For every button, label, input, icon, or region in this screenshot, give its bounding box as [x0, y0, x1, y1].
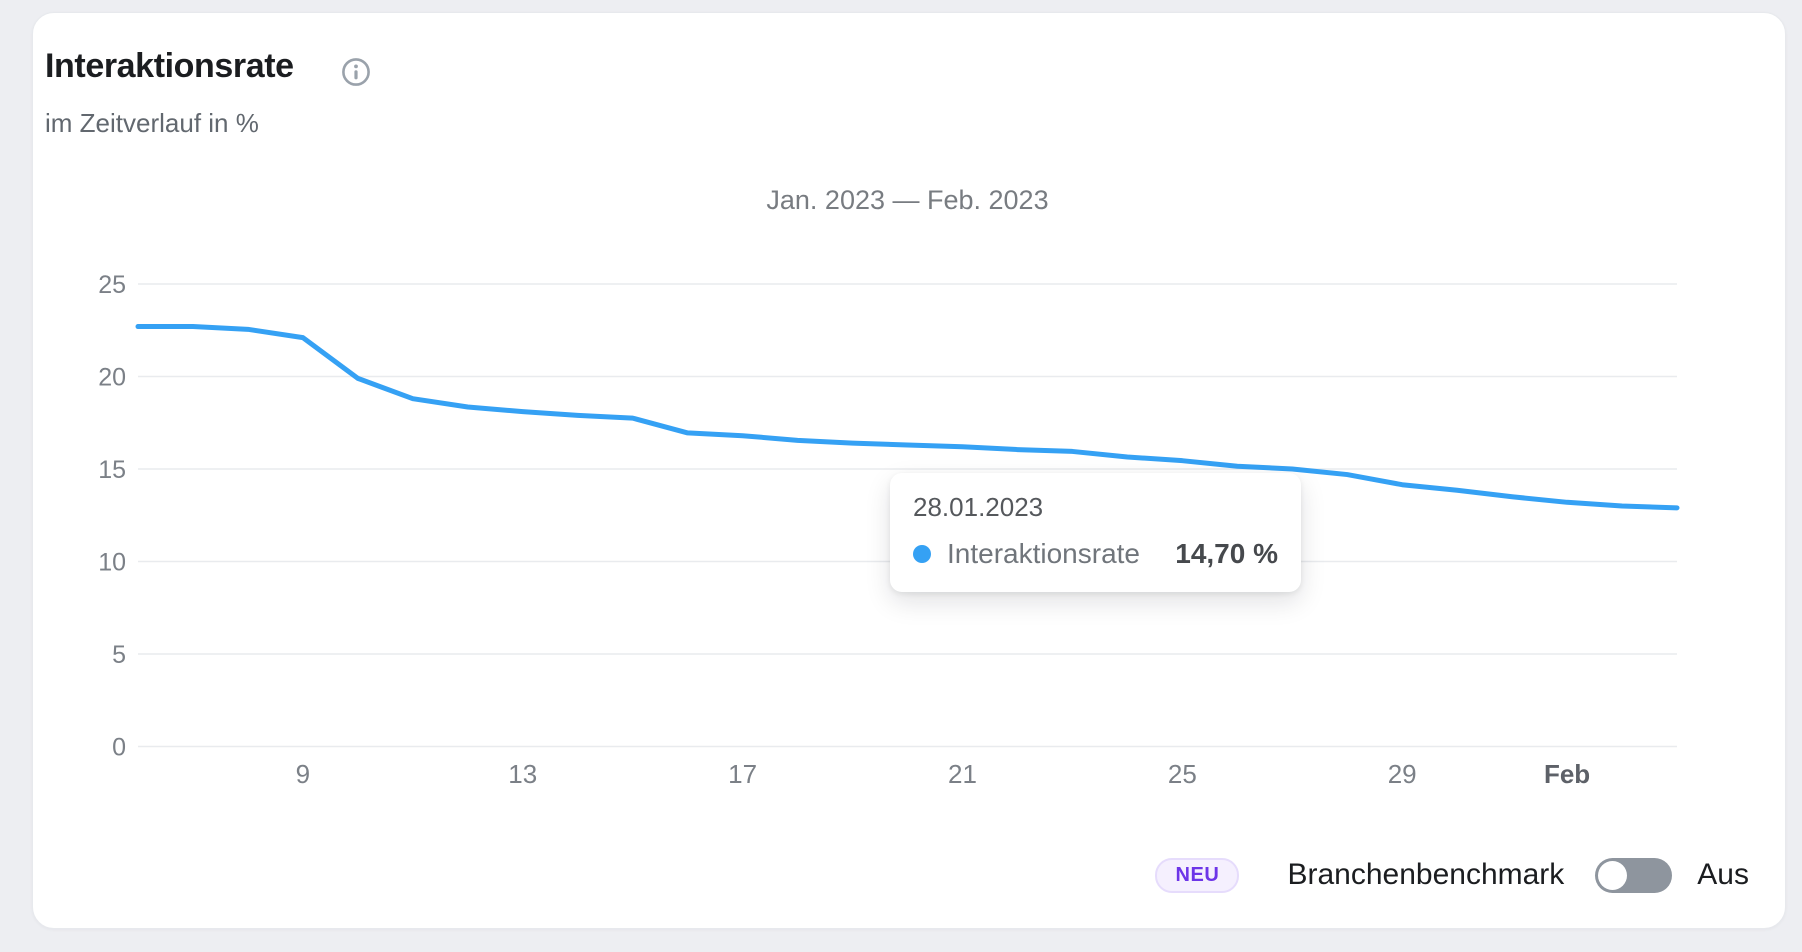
new-badge: NEU: [1155, 857, 1240, 893]
y-axis-tick-label: 20: [98, 364, 126, 392]
x-axis-tick-label: 13: [508, 759, 537, 789]
toggle-state-label: Aus: [1697, 858, 1749, 891]
benchmark-label: Branchenbenchmark: [1287, 858, 1565, 891]
line-chart[interactable]: 25 20 15 10 5 0 9 13 17 21 25 29 Feb: [33, 13, 1787, 930]
y-axis-tick-label: 15: [98, 456, 126, 484]
x-axis-tick-label: 17: [728, 759, 757, 789]
chart-date-range-title: Jan. 2023 — Feb. 2023: [766, 185, 1049, 215]
y-axis-tick-label: 0: [112, 734, 126, 762]
x-axis-tick-label: 9: [296, 759, 310, 789]
y-axis-tick-label: 5: [112, 641, 126, 669]
x-axis-tick-label: 25: [1168, 759, 1197, 789]
x-axis-tick-label: Feb: [1544, 759, 1590, 789]
benchmark-toggle[interactable]: [1595, 857, 1673, 893]
x-axis-tick-label: 29: [1388, 759, 1417, 789]
card-subtitle: im Zeitverlauf in %: [45, 108, 259, 138]
toggle-knob: [1598, 860, 1628, 890]
tooltip-series-label: Interaktionsrate: [947, 538, 1140, 569]
info-icon[interactable]: [341, 57, 371, 87]
page-title: Interaktionsrate: [45, 47, 294, 85]
tooltip-value: 14,70 %: [1175, 538, 1278, 569]
x-axis-tick-label: 21: [948, 759, 977, 789]
series-dot-icon: [913, 545, 931, 563]
benchmark-footer: NEU Branchenbenchmark Aus: [33, 855, 1749, 895]
interaction-rate-card: Interaktionsrate im Zeitverlauf in % Jan…: [32, 12, 1786, 929]
y-axis-tick-label: 25: [98, 271, 126, 299]
y-axis-tick-label: 10: [98, 549, 126, 577]
chart-tooltip: 28.01.2023 Interaktionsrate 14,70 %: [890, 473, 1301, 592]
tooltip-date: 28.01.2023: [913, 492, 1044, 522]
interaction-rate-line: [135, 324, 1680, 511]
